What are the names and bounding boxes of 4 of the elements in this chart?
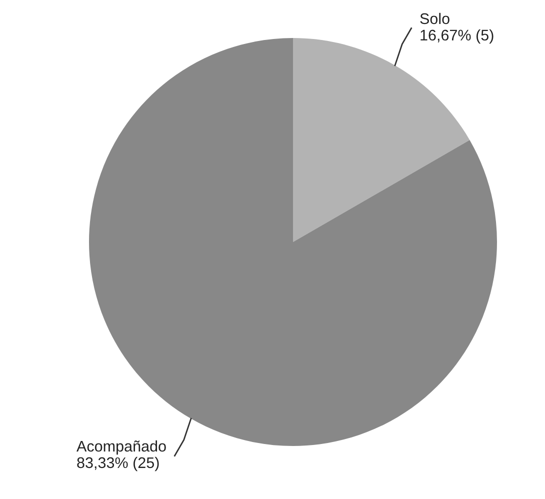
data-label: 83,33% (25): [77, 456, 159, 472]
slice-label: Solo: [420, 12, 450, 24]
data-label: 16,67% (5): [420, 29, 494, 44]
slice-label: Acompañado: [76, 440, 166, 455]
